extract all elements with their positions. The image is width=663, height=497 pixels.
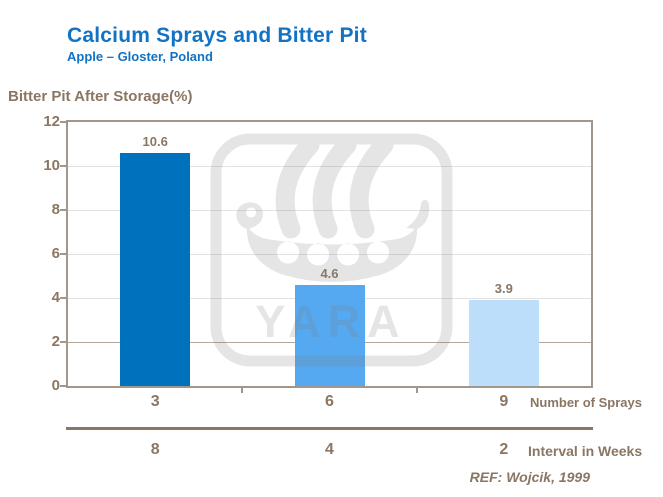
y-tick-label-8: 8 (51, 201, 60, 218)
x-label-sprays: 9 (499, 393, 509, 410)
x-tick-mark-2 (415, 388, 418, 393)
x-tick-mark-1 (241, 388, 244, 393)
chart-title: Calcium Sprays and Bitter Pit (67, 24, 367, 47)
gridline-10 (68, 165, 591, 167)
y-tick-label-4: 4 (51, 289, 60, 306)
x-row2-title: Interval in Weeks (528, 443, 643, 459)
chart-subtitle: Apple – Gloster, Poland (67, 49, 213, 64)
y-tick-mark-6 (60, 253, 67, 255)
bar-value-label: 3.9 (494, 281, 513, 297)
x-label-weeks: 2 (499, 441, 509, 458)
bar-9-sprays (468, 300, 539, 386)
x-label-sprays: 3 (150, 393, 160, 410)
y-axis-title: Bitter Pit After Storage(%) (8, 88, 193, 105)
plot-area (66, 120, 593, 388)
y-tick-label-6: 6 (51, 245, 60, 262)
y-tick-mark-2 (60, 341, 67, 343)
y-tick-mark-10 (60, 165, 67, 167)
gridline-8 (68, 209, 591, 211)
reference-text: REF: Wojcik, 1999 (469, 469, 590, 485)
interval-separator-line (66, 427, 593, 430)
bar-value-label: 10.6 (142, 133, 168, 149)
x-label-weeks: 4 (325, 441, 334, 458)
y-tick-label-0: 0 (51, 377, 60, 394)
bar-value-label: 4.6 (320, 265, 339, 281)
y-tick-mark-8 (60, 209, 67, 211)
y-tick-label-12: 12 (43, 113, 60, 130)
gridline-6 (68, 253, 591, 255)
y-tick-label-2: 2 (51, 333, 60, 350)
bar-6-sprays (294, 284, 365, 386)
y-tick-mark-12 (60, 121, 67, 123)
y-tick-label-10: 10 (43, 157, 60, 174)
x-row1-title: Number of Sprays (530, 395, 642, 410)
x-label-weeks: 8 (150, 441, 160, 458)
y-tick-mark-0 (60, 385, 67, 387)
x-label-sprays: 6 (325, 393, 334, 410)
y-tick-mark-4 (60, 297, 67, 299)
bar-3-sprays (120, 152, 191, 386)
